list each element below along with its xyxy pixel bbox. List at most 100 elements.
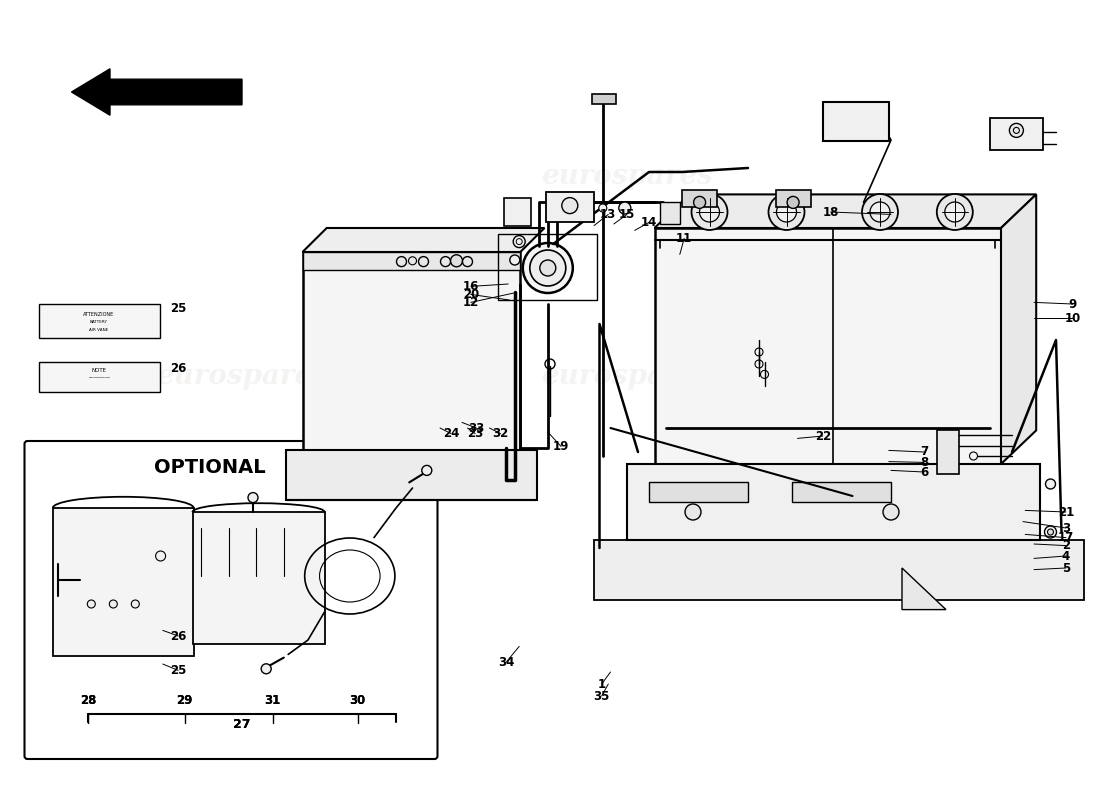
Text: 20: 20 <box>463 288 478 301</box>
Text: 13: 13 <box>601 208 616 221</box>
Circle shape <box>598 204 607 212</box>
Bar <box>302 252 520 270</box>
Bar <box>682 190 717 207</box>
Circle shape <box>883 504 899 520</box>
Bar <box>592 94 616 104</box>
Text: 2: 2 <box>1062 539 1070 552</box>
Circle shape <box>131 600 140 608</box>
Text: AIR VANE: AIR VANE <box>89 328 109 331</box>
Circle shape <box>421 466 432 475</box>
Text: 8: 8 <box>920 456 928 469</box>
Text: OPTIONAL: OPTIONAL <box>154 458 265 477</box>
Text: 4: 4 <box>1062 550 1070 562</box>
Circle shape <box>685 504 701 520</box>
Text: 10: 10 <box>1065 312 1080 325</box>
Circle shape <box>1047 529 1054 535</box>
Bar <box>286 450 537 500</box>
Circle shape <box>694 196 705 208</box>
Circle shape <box>937 194 972 230</box>
Text: 14: 14 <box>641 216 657 229</box>
Text: 1: 1 <box>597 678 606 690</box>
Bar <box>53 508 194 656</box>
Bar <box>660 202 680 224</box>
Bar <box>654 228 1001 464</box>
Bar <box>990 118 1043 150</box>
Polygon shape <box>654 194 1036 228</box>
Text: 30: 30 <box>350 694 365 707</box>
Circle shape <box>562 198 578 214</box>
Text: 18: 18 <box>823 206 838 218</box>
Circle shape <box>514 235 525 248</box>
Text: 28: 28 <box>80 694 96 707</box>
Circle shape <box>248 493 258 502</box>
Circle shape <box>522 243 573 293</box>
Bar <box>792 482 891 502</box>
Text: 19: 19 <box>553 440 569 453</box>
Text: 26: 26 <box>170 630 186 642</box>
Text: 23: 23 <box>468 427 483 440</box>
Bar <box>823 102 889 141</box>
Text: 28: 28 <box>80 694 96 707</box>
Text: 33: 33 <box>469 422 484 434</box>
Text: 26: 26 <box>170 362 186 374</box>
Circle shape <box>440 257 451 266</box>
Circle shape <box>1045 479 1056 489</box>
FancyArrow shape <box>72 69 242 115</box>
Circle shape <box>769 194 804 230</box>
Circle shape <box>788 196 799 208</box>
Bar <box>498 234 597 300</box>
Polygon shape <box>302 228 544 252</box>
Circle shape <box>862 194 898 230</box>
Text: 29: 29 <box>177 694 192 707</box>
Text: 31: 31 <box>265 694 280 707</box>
Bar <box>937 430 959 474</box>
Bar <box>649 482 748 502</box>
Circle shape <box>408 257 417 265</box>
Text: 5: 5 <box>1062 562 1070 574</box>
Circle shape <box>109 600 118 608</box>
Bar <box>302 252 520 450</box>
Text: 34: 34 <box>498 656 514 669</box>
Circle shape <box>1045 526 1056 538</box>
Circle shape <box>945 202 965 222</box>
Text: 27: 27 <box>233 718 251 730</box>
Circle shape <box>700 202 719 222</box>
Text: eurospares: eurospares <box>541 362 713 390</box>
Text: ATTENZIONE: ATTENZIONE <box>84 312 114 317</box>
FancyBboxPatch shape <box>24 441 438 759</box>
Circle shape <box>155 551 166 561</box>
Circle shape <box>619 202 630 214</box>
Text: 24: 24 <box>443 427 459 440</box>
Text: 32: 32 <box>493 427 508 440</box>
Bar <box>776 190 811 207</box>
Text: 21: 21 <box>1058 506 1074 518</box>
Text: 9: 9 <box>1068 298 1077 310</box>
Bar <box>504 198 531 226</box>
Bar <box>39 304 160 338</box>
Polygon shape <box>902 568 946 610</box>
Text: eurospares: eurospares <box>156 362 328 390</box>
Text: 17: 17 <box>1058 531 1074 544</box>
Text: 3: 3 <box>1062 522 1070 534</box>
Text: 6: 6 <box>920 466 928 478</box>
Circle shape <box>261 664 272 674</box>
Text: BATTERY: BATTERY <box>90 321 108 325</box>
Text: 11: 11 <box>676 232 692 245</box>
Circle shape <box>540 260 556 276</box>
Bar <box>546 192 594 222</box>
Circle shape <box>451 254 462 266</box>
Text: ________: ________ <box>88 374 110 378</box>
Bar <box>39 362 160 392</box>
Bar <box>192 512 324 644</box>
Text: 7: 7 <box>920 446 928 458</box>
Text: 31: 31 <box>265 694 280 707</box>
Circle shape <box>462 257 473 266</box>
Circle shape <box>87 600 96 608</box>
Text: 12: 12 <box>463 296 478 309</box>
Text: 27: 27 <box>233 718 251 730</box>
Bar <box>627 464 1040 540</box>
Text: eurospares: eurospares <box>541 162 713 190</box>
Text: 22: 22 <box>815 430 830 442</box>
Text: 16: 16 <box>463 280 478 293</box>
Text: 25: 25 <box>170 664 186 677</box>
